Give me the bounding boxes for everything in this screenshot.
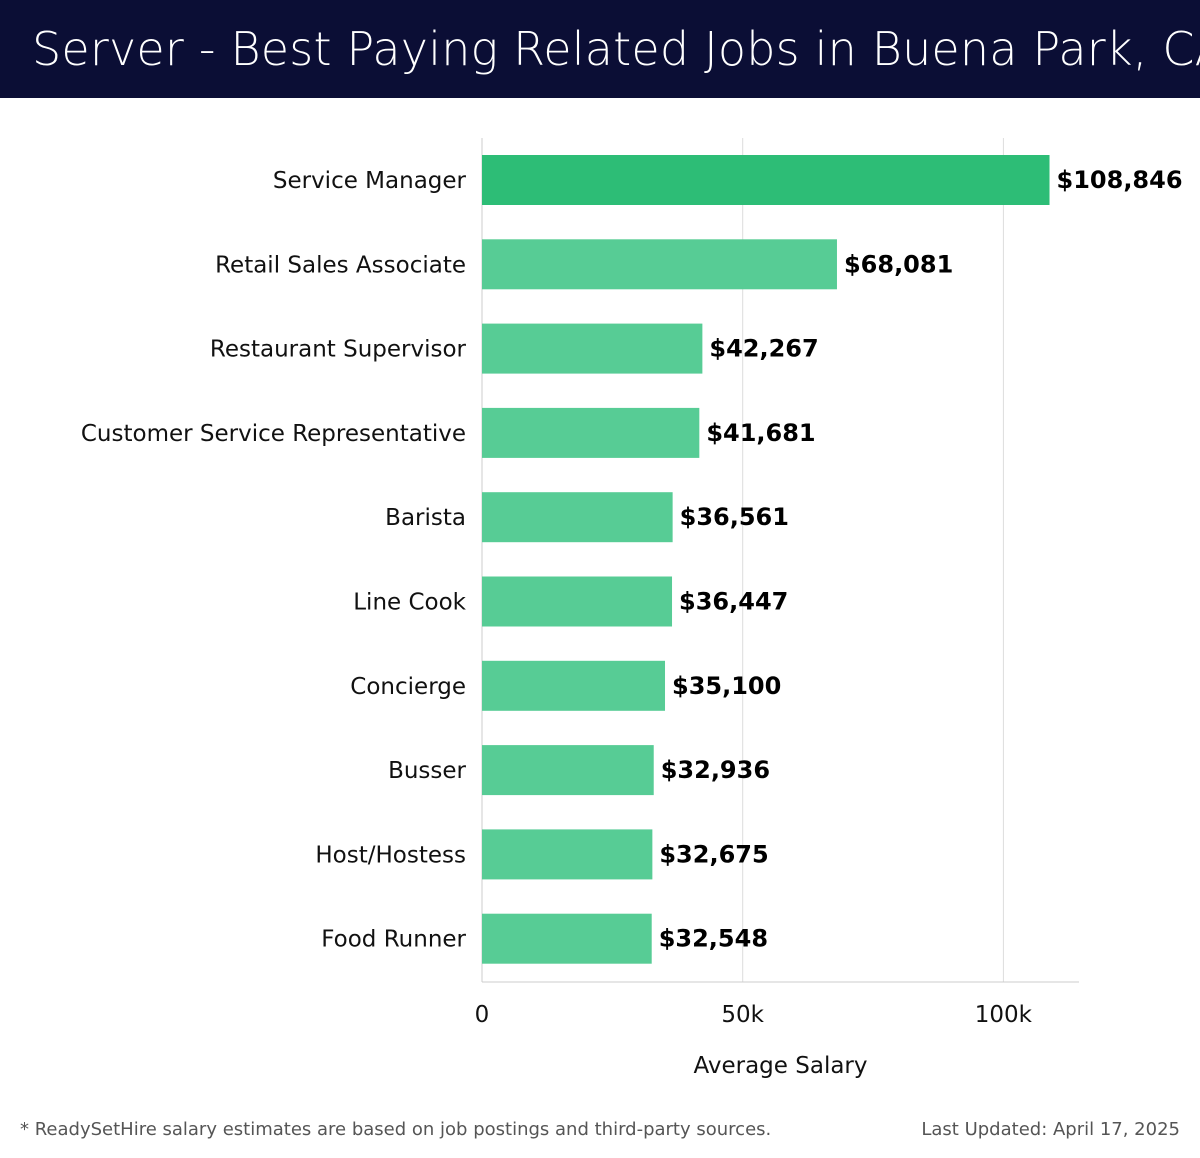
bar <box>482 492 673 543</box>
bar-chart: Service Manager $108,846 Retail Sales Asso… <box>81 138 1183 1079</box>
bar <box>482 660 666 711</box>
bar <box>482 155 1050 205</box>
category-label: Retail Sales Associate <box>215 252 466 278</box>
bar <box>482 913 652 964</box>
category-label: Customer Service Representative <box>81 421 466 447</box>
bar <box>482 576 673 627</box>
value-label: $32,548 <box>659 925 768 953</box>
category-label: Concierge <box>350 674 466 700</box>
bar <box>482 829 653 880</box>
category-label: Barista <box>385 505 466 531</box>
bar <box>482 323 703 374</box>
value-label: $42,267 <box>709 335 818 363</box>
x-axis-label: Average Salary <box>693 1053 867 1079</box>
value-label: $68,081 <box>844 250 953 278</box>
value-label: $36,561 <box>680 503 789 531</box>
category-label: Busser <box>388 758 466 784</box>
value-label: $108,846 <box>1057 166 1183 194</box>
chart-title: Server - Best Paying Related Jobs in Bue… <box>32 22 1200 76</box>
category-label: Service Manager <box>273 168 467 194</box>
bar <box>482 745 654 796</box>
category-label: Food Runner <box>321 927 466 953</box>
bar <box>482 407 700 458</box>
value-label: $32,675 <box>659 840 768 868</box>
x-tick-label: 50k <box>721 1002 764 1028</box>
category-label: Host/Hostess <box>315 842 466 868</box>
value-label: $36,447 <box>679 588 788 616</box>
value-label: $35,100 <box>672 672 781 700</box>
value-label: $32,936 <box>661 756 770 784</box>
x-tick-label: 100k <box>975 1002 1033 1028</box>
last-updated: Last Updated: April 17, 2025 <box>921 1119 1180 1140</box>
category-label: Line Cook <box>353 590 466 616</box>
bar <box>482 239 837 290</box>
chart-header: Server - Best Paying Related Jobs in Bue… <box>0 0 1200 98</box>
value-label: $41,681 <box>706 419 815 447</box>
category-label: Restaurant Supervisor <box>210 337 467 363</box>
footnote: * ReadySetHire salary estimates are base… <box>20 1119 772 1140</box>
x-tick-label: 0 <box>475 1002 490 1028</box>
